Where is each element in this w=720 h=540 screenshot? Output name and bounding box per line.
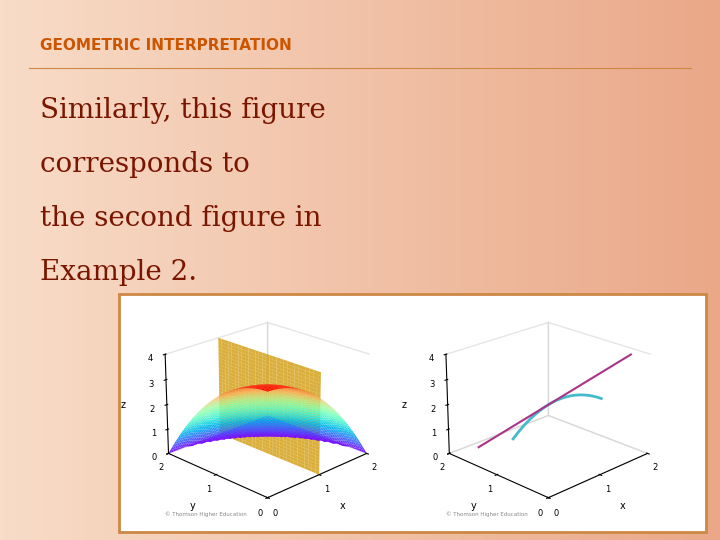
Text: © Thomson Higher Education: © Thomson Higher Education xyxy=(446,511,528,517)
Text: corresponds to: corresponds to xyxy=(40,151,249,178)
Text: © Thomson Higher Education: © Thomson Higher Education xyxy=(165,511,247,517)
X-axis label: x: x xyxy=(620,501,626,511)
Y-axis label: y: y xyxy=(190,501,196,511)
Text: Example 2.: Example 2. xyxy=(40,259,197,286)
Text: GEOMETRIC INTERPRETATION: GEOMETRIC INTERPRETATION xyxy=(40,38,292,53)
Text: the second figure in: the second figure in xyxy=(40,205,321,232)
Bar xyxy=(119,294,706,532)
Text: Similarly, this figure: Similarly, this figure xyxy=(40,97,325,124)
X-axis label: x: x xyxy=(339,501,345,511)
Y-axis label: y: y xyxy=(471,501,477,511)
